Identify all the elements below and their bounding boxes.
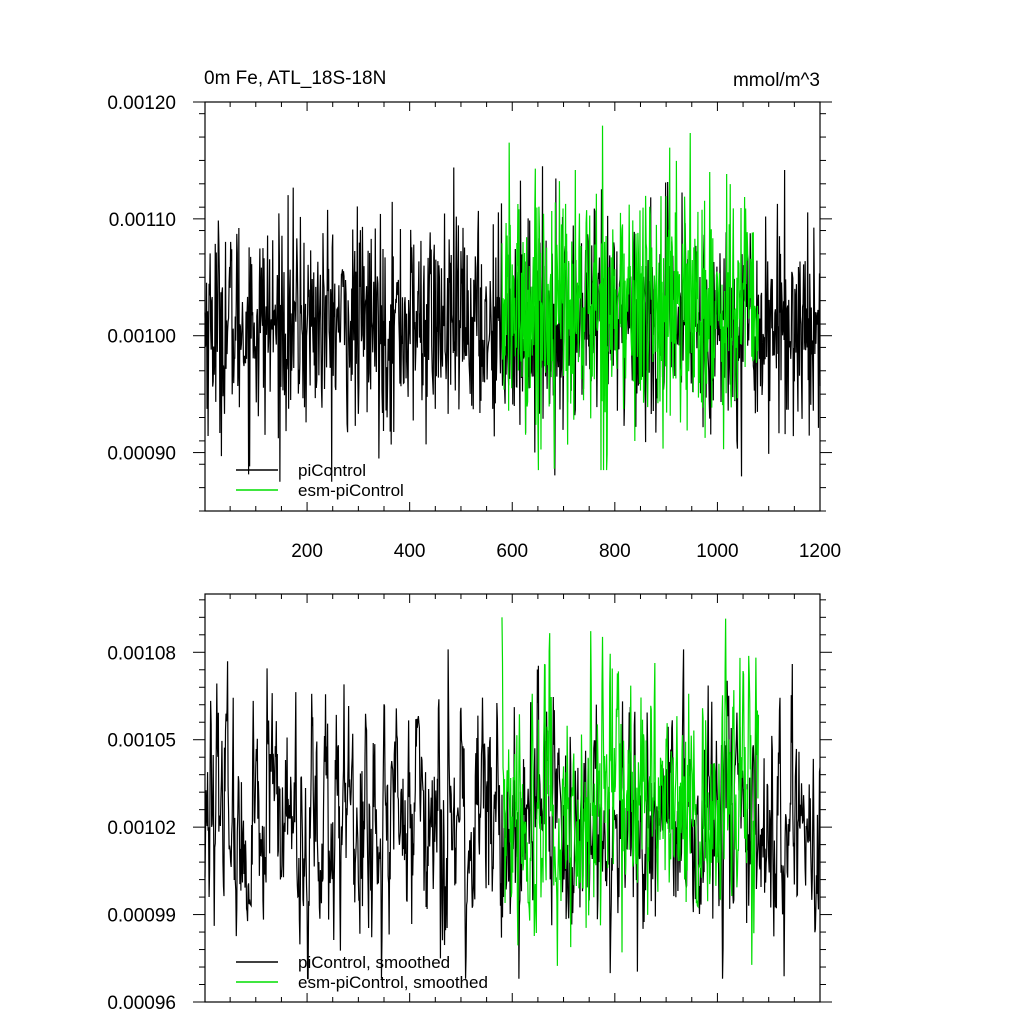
legend-label-picontrol-smoothed: piControl, smoothed	[298, 953, 450, 972]
bottom-y-tick-label: 0.00096	[107, 993, 176, 1014]
top-x-tick-label: 400	[394, 541, 426, 562]
bottom-y-tick-label: 0.00108	[107, 643, 176, 664]
top-x-tick-label: 200	[291, 541, 323, 562]
top-y-tick-label: 0.00100	[107, 327, 176, 348]
top-x-tick-label: 800	[599, 541, 631, 562]
bottom-series-group	[204, 617, 821, 980]
top-tick-group: 200 400 600 800 1000 1200 0.00090 0.00100 0.0011…	[107, 93, 841, 562]
bottom-y-tick-label: 0.00099	[107, 906, 176, 927]
bottom-y-tick-label: 0.00102	[107, 818, 176, 839]
bottom-tick-group: 0.00096 0.00099 0.00102 0.00105 0.00108	[107, 594, 832, 1014]
bottom-legend: piControl, smoothed esm-piControl, smoot…	[236, 953, 488, 992]
top-x-tick-label: 600	[496, 541, 528, 562]
top-panel: 0m Fe, ATL_18S-18N mmol/m^3 200 400 600 800…	[107, 68, 841, 562]
top-title-left: 0m Fe, ATL_18S-18N	[204, 68, 386, 89]
top-series-group	[204, 125, 821, 482]
top-y-tick-label: 0.00110	[109, 210, 176, 231]
top-series-line-esm-picontrol	[501, 125, 760, 471]
legend-label-esm-picontrol-smoothed: esm-piControl, smoothed	[298, 973, 488, 992]
top-x-tick-label: 1200	[799, 541, 841, 562]
top-series-line-picontrol	[204, 166, 821, 482]
top-x-tick-label: 1000	[696, 541, 738, 562]
top-legend: piControl esm-piControl	[236, 461, 404, 500]
top-title-units: mmol/m^3	[733, 70, 820, 91]
bottom-series-line-esm-picontrol-smoothed	[501, 617, 760, 966]
bottom-panel: 0.00096 0.00099 0.00102 0.00105 0.00108 piCo…	[107, 593, 832, 1014]
legend-label-picontrol: piControl	[298, 461, 366, 480]
top-y-tick-label: 0.00090	[107, 444, 176, 465]
bottom-y-tick-label: 0.00105	[107, 731, 176, 752]
legend-label-esm-picontrol: esm-piControl	[298, 481, 404, 500]
top-y-tick-label: 0.00120	[107, 93, 176, 114]
